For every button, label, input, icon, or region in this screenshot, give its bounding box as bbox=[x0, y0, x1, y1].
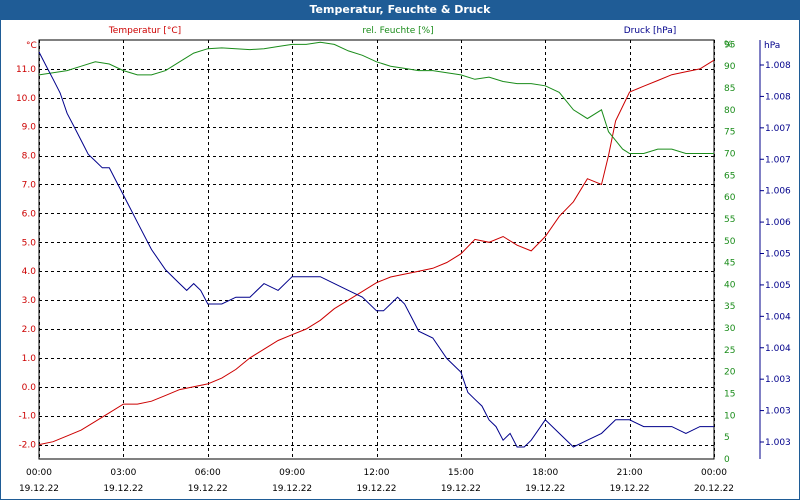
temperature-tick-label: 3.0 bbox=[22, 296, 37, 306]
date-tick-label: 19.12.22 bbox=[525, 484, 565, 494]
pressure-axis-title: Druck [hPa] bbox=[624, 26, 677, 36]
humidity-tick-label: 75 bbox=[724, 128, 735, 138]
humidity-tick-label: 20 bbox=[724, 368, 736, 378]
humidity-axis-ticks: 0 5 10 15 20 25 30 35 40 45 50 55 60 65 70 75 80 85 90 95% bbox=[724, 40, 736, 465]
temperature-tick-label: 5.0 bbox=[22, 238, 37, 248]
time-tick-label: 21:00 bbox=[617, 468, 643, 478]
pressure-unit-label: hPa bbox=[764, 41, 780, 51]
date-tick-label: 19.12.22 bbox=[272, 484, 312, 494]
humidity-series-line bbox=[38, 41, 714, 154]
humidity-tick-label: 60 bbox=[724, 193, 736, 203]
humidity-tick-label: 95 bbox=[724, 40, 735, 50]
temperature-tick-label: 0.0 bbox=[22, 383, 37, 393]
temperature-tick-label: 1.0 bbox=[22, 354, 37, 364]
series-layer bbox=[38, 41, 715, 448]
humidity-tick-label: 30 bbox=[724, 324, 736, 334]
date-tick-label: 19.12.22 bbox=[441, 484, 481, 494]
humidity-tick-label: % bbox=[724, 40, 733, 50]
temperature-axis-ticks: -2.0 -1.0 0.0 1.0 2.0 3.0 4.0 5.0 6.0 7.0 8.0 9.0 10… bbox=[16, 65, 36, 451]
temperature-tick-label: 10.0 bbox=[16, 94, 36, 104]
temperature-tick-label: 11.0 bbox=[16, 65, 36, 75]
chart-title: Temperatur, Feuchte & Druck bbox=[0, 0, 800, 19]
pressure-tick-label: 1.005 bbox=[765, 281, 791, 291]
time-tick-label: 12:00 bbox=[364, 468, 390, 478]
pressure-tick-label: 1.004 bbox=[765, 312, 791, 322]
pressure-series-line bbox=[38, 51, 714, 448]
humidity-axis-title: rel. Feuchte [%] bbox=[362, 26, 433, 36]
temperature-tick-label: 2.0 bbox=[22, 325, 37, 335]
humidity-tick-label: 10 bbox=[724, 411, 736, 421]
temperature-tick-label: 6.0 bbox=[22, 209, 37, 219]
pressure-tick-label: 1.005 bbox=[765, 250, 791, 260]
humidity-tick-label: 85 bbox=[724, 84, 735, 94]
humidity-tick-label: 65 bbox=[724, 171, 735, 181]
humidity-tick-label: 25 bbox=[724, 346, 735, 356]
humidity-tick-label: 5 bbox=[724, 433, 730, 443]
date-tick-label: 20.12.22 bbox=[694, 484, 734, 494]
temperature-tick-label: 4.0 bbox=[22, 267, 37, 277]
temperature-axis-title: Temperatur [°C] bbox=[108, 26, 181, 36]
humidity-tick-label: 55 bbox=[724, 215, 735, 225]
pressure-tick-label: 1.003 bbox=[765, 438, 791, 448]
temperature-tick-label: -1.0 bbox=[18, 412, 36, 422]
humidity-tick-label: 50 bbox=[724, 237, 736, 247]
time-axis-ticks: 00:00 19.12.22 03:00 19.12.22 06:00 19.12.22 0… bbox=[19, 468, 734, 494]
time-tick-label: 03:00 bbox=[110, 468, 136, 478]
humidity-tick-label: 40 bbox=[724, 280, 736, 290]
humidity-tick-label: 0 bbox=[724, 455, 730, 465]
pressure-tick-label: 1.003 bbox=[765, 375, 791, 385]
pressure-tick-label: 1.004 bbox=[765, 344, 791, 354]
temperature-tick-label: 7.0 bbox=[22, 180, 37, 190]
pressure-axis-ticks: 1.003 1.003 1.003 1.004 1.004 1.005 1.005 1.006… bbox=[759, 40, 791, 459]
pressure-tick-label: 1.008 bbox=[765, 92, 791, 102]
date-tick-label: 19.12.22 bbox=[610, 484, 650, 494]
date-tick-label: 19.12.22 bbox=[356, 484, 396, 494]
humidity-tick-label: 45 bbox=[724, 259, 735, 269]
date-tick-label: 19.12.22 bbox=[188, 484, 228, 494]
humidity-tick-label: 35 bbox=[724, 302, 735, 312]
pressure-tick-label: 1.006 bbox=[765, 218, 791, 228]
date-tick-label: 19.12.22 bbox=[19, 484, 59, 494]
time-tick-label: 06:00 bbox=[195, 468, 221, 478]
plot-area bbox=[38, 39, 715, 460]
temperature-unit-label: °C bbox=[26, 41, 37, 51]
temperature-tick-label: 9.0 bbox=[22, 123, 37, 133]
temperature-series-line bbox=[38, 59, 715, 446]
grid-lines bbox=[39, 40, 715, 459]
pressure-tick-label: 1.007 bbox=[765, 155, 791, 165]
pressure-tick-label: 1.008 bbox=[765, 61, 791, 71]
humidity-tick-label: 15 bbox=[724, 390, 735, 400]
time-tick-label: 15:00 bbox=[448, 468, 474, 478]
time-tick-label: 00:00 bbox=[26, 468, 52, 478]
time-tick-label: 18:00 bbox=[532, 468, 558, 478]
temperature-tick-label: 8.0 bbox=[22, 152, 37, 162]
time-tick-label: 09:00 bbox=[279, 468, 305, 478]
humidity-tick-label: 70 bbox=[724, 149, 736, 159]
date-tick-label: 19.12.22 bbox=[103, 484, 143, 494]
time-tick-label: 00:00 bbox=[701, 468, 727, 478]
humidity-tick-label: 90 bbox=[724, 62, 736, 72]
temperature-tick-label: -2.0 bbox=[18, 441, 36, 451]
humidity-tick-label: 80 bbox=[724, 106, 736, 116]
pressure-tick-label: 1.003 bbox=[765, 407, 791, 417]
pressure-tick-label: 1.006 bbox=[765, 187, 791, 197]
pressure-tick-label: 1.007 bbox=[765, 124, 791, 134]
